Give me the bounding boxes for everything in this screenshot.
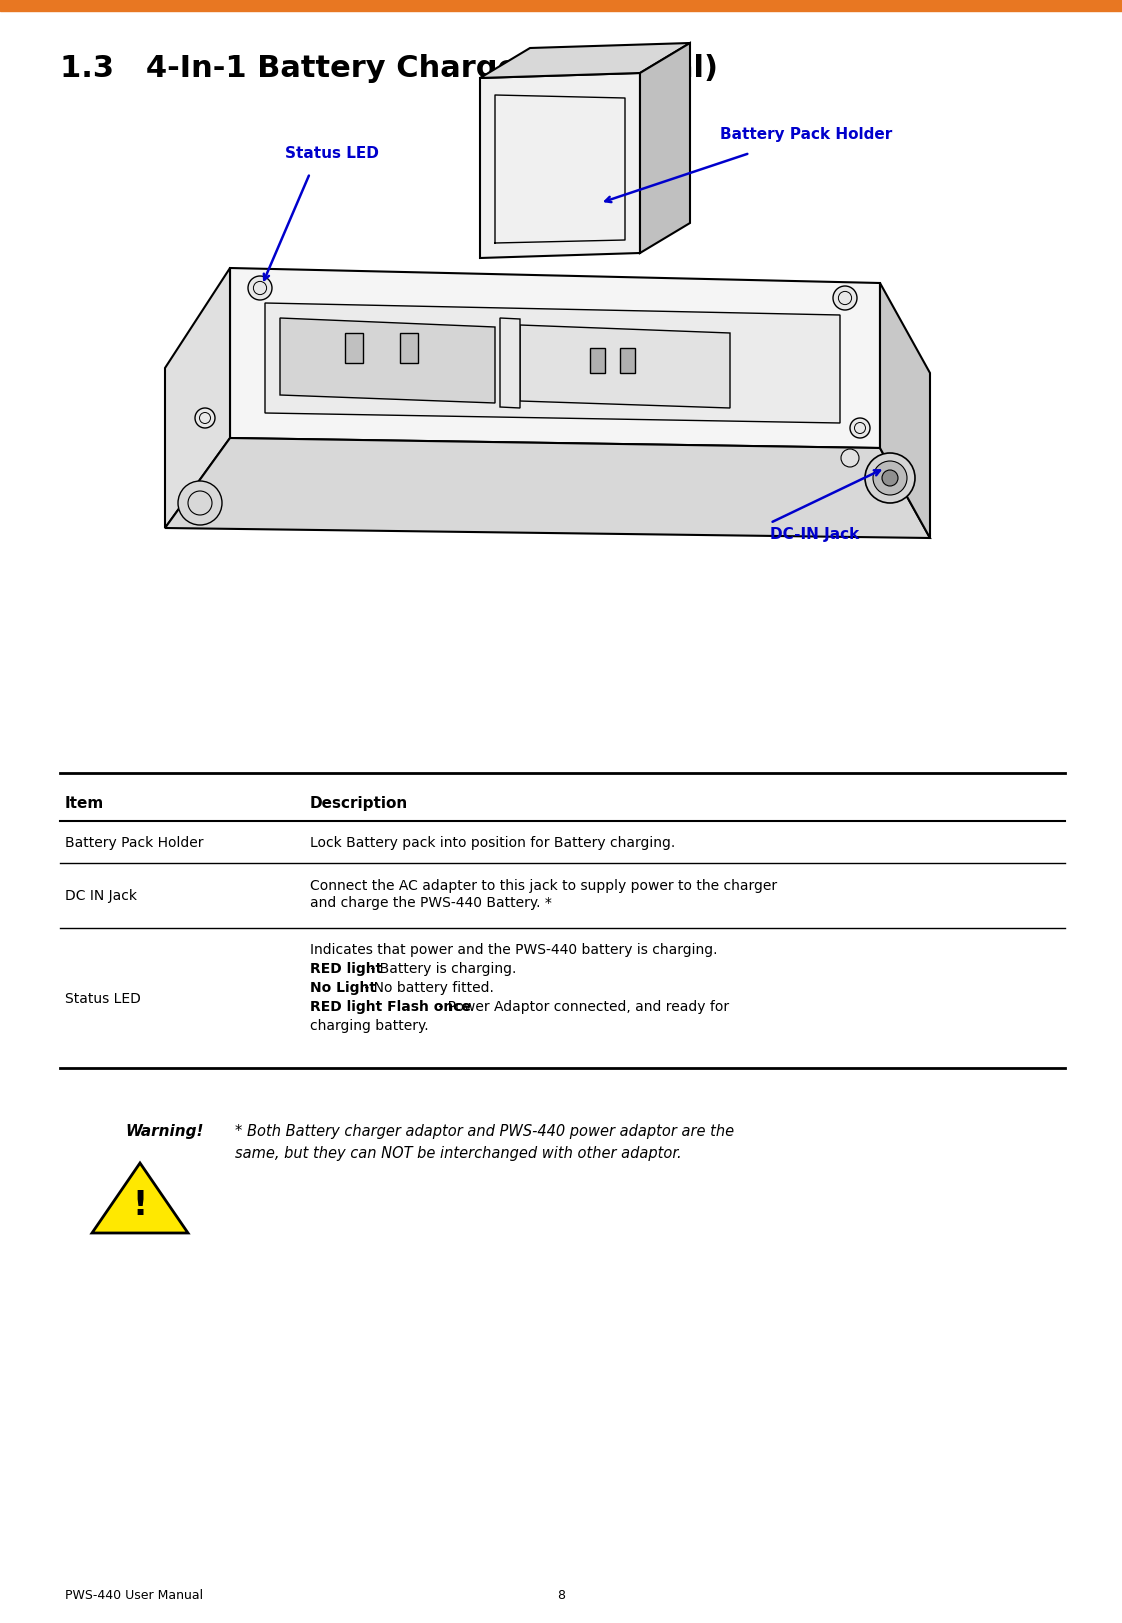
Polygon shape bbox=[640, 44, 690, 253]
Text: 1.3   4-In-1 Battery Charger (Optional): 1.3 4-In-1 Battery Charger (Optional) bbox=[59, 54, 718, 83]
Circle shape bbox=[850, 419, 870, 438]
Polygon shape bbox=[265, 304, 840, 424]
Circle shape bbox=[865, 454, 916, 503]
Polygon shape bbox=[480, 75, 640, 258]
Text: DC-IN Jack: DC-IN Jack bbox=[770, 526, 859, 540]
Text: * Both Battery charger adaptor and PWS-440 power adaptor are the: * Both Battery charger adaptor and PWS-4… bbox=[234, 1123, 734, 1138]
Text: and charge the PWS-440 Battery. *: and charge the PWS-440 Battery. * bbox=[310, 896, 552, 909]
Circle shape bbox=[195, 409, 215, 428]
Text: - No battery fitted.: - No battery fitted. bbox=[359, 980, 494, 995]
Text: Connect the AC adapter to this jack to supply power to the charger: Connect the AC adapter to this jack to s… bbox=[310, 878, 778, 893]
Text: same, but they can NOT be interchanged with other adaptor.: same, but they can NOT be interchanged w… bbox=[234, 1146, 682, 1160]
Text: 8: 8 bbox=[557, 1587, 565, 1600]
Polygon shape bbox=[500, 318, 519, 409]
Polygon shape bbox=[401, 334, 419, 364]
Text: Warning!: Warning! bbox=[125, 1123, 203, 1138]
Polygon shape bbox=[230, 269, 880, 448]
Circle shape bbox=[248, 278, 272, 300]
Circle shape bbox=[833, 287, 857, 312]
Polygon shape bbox=[165, 269, 230, 529]
Text: Battery Pack Holder: Battery Pack Holder bbox=[65, 836, 203, 849]
Polygon shape bbox=[344, 334, 364, 364]
Polygon shape bbox=[480, 44, 690, 80]
Text: DC IN Jack: DC IN Jack bbox=[65, 889, 137, 902]
Polygon shape bbox=[280, 318, 495, 404]
Polygon shape bbox=[620, 349, 635, 373]
Text: Status LED: Status LED bbox=[65, 992, 141, 1005]
Text: No Light: No Light bbox=[310, 980, 376, 995]
Text: Battery Pack Holder: Battery Pack Holder bbox=[720, 127, 892, 141]
Text: Description: Description bbox=[310, 795, 408, 812]
Polygon shape bbox=[519, 326, 730, 409]
Circle shape bbox=[882, 471, 898, 487]
Text: Lock Battery pack into position for Battery charging.: Lock Battery pack into position for Batt… bbox=[310, 836, 675, 849]
Circle shape bbox=[842, 450, 859, 467]
Polygon shape bbox=[880, 284, 930, 539]
Bar bbox=[0, 0, 1122, 11]
Text: Indicates that power and the PWS-440 battery is charging.: Indicates that power and the PWS-440 bat… bbox=[310, 943, 717, 956]
Text: Status LED: Status LED bbox=[285, 146, 379, 161]
Text: RED light Flash once: RED light Flash once bbox=[310, 1000, 471, 1013]
Text: Item: Item bbox=[65, 795, 104, 812]
Polygon shape bbox=[165, 438, 930, 539]
Text: charging battery.: charging battery. bbox=[310, 1018, 429, 1032]
Circle shape bbox=[178, 482, 222, 526]
Text: - Power Adaptor connected, and ready for: - Power Adaptor connected, and ready for bbox=[434, 1000, 729, 1013]
Text: - Battery is charging.: - Battery is charging. bbox=[366, 961, 516, 975]
Text: RED light: RED light bbox=[310, 961, 383, 975]
Polygon shape bbox=[92, 1164, 188, 1233]
Text: !: ! bbox=[132, 1188, 148, 1222]
Circle shape bbox=[873, 461, 907, 495]
Text: PWS-440 User Manual: PWS-440 User Manual bbox=[65, 1587, 203, 1600]
Polygon shape bbox=[590, 349, 605, 373]
